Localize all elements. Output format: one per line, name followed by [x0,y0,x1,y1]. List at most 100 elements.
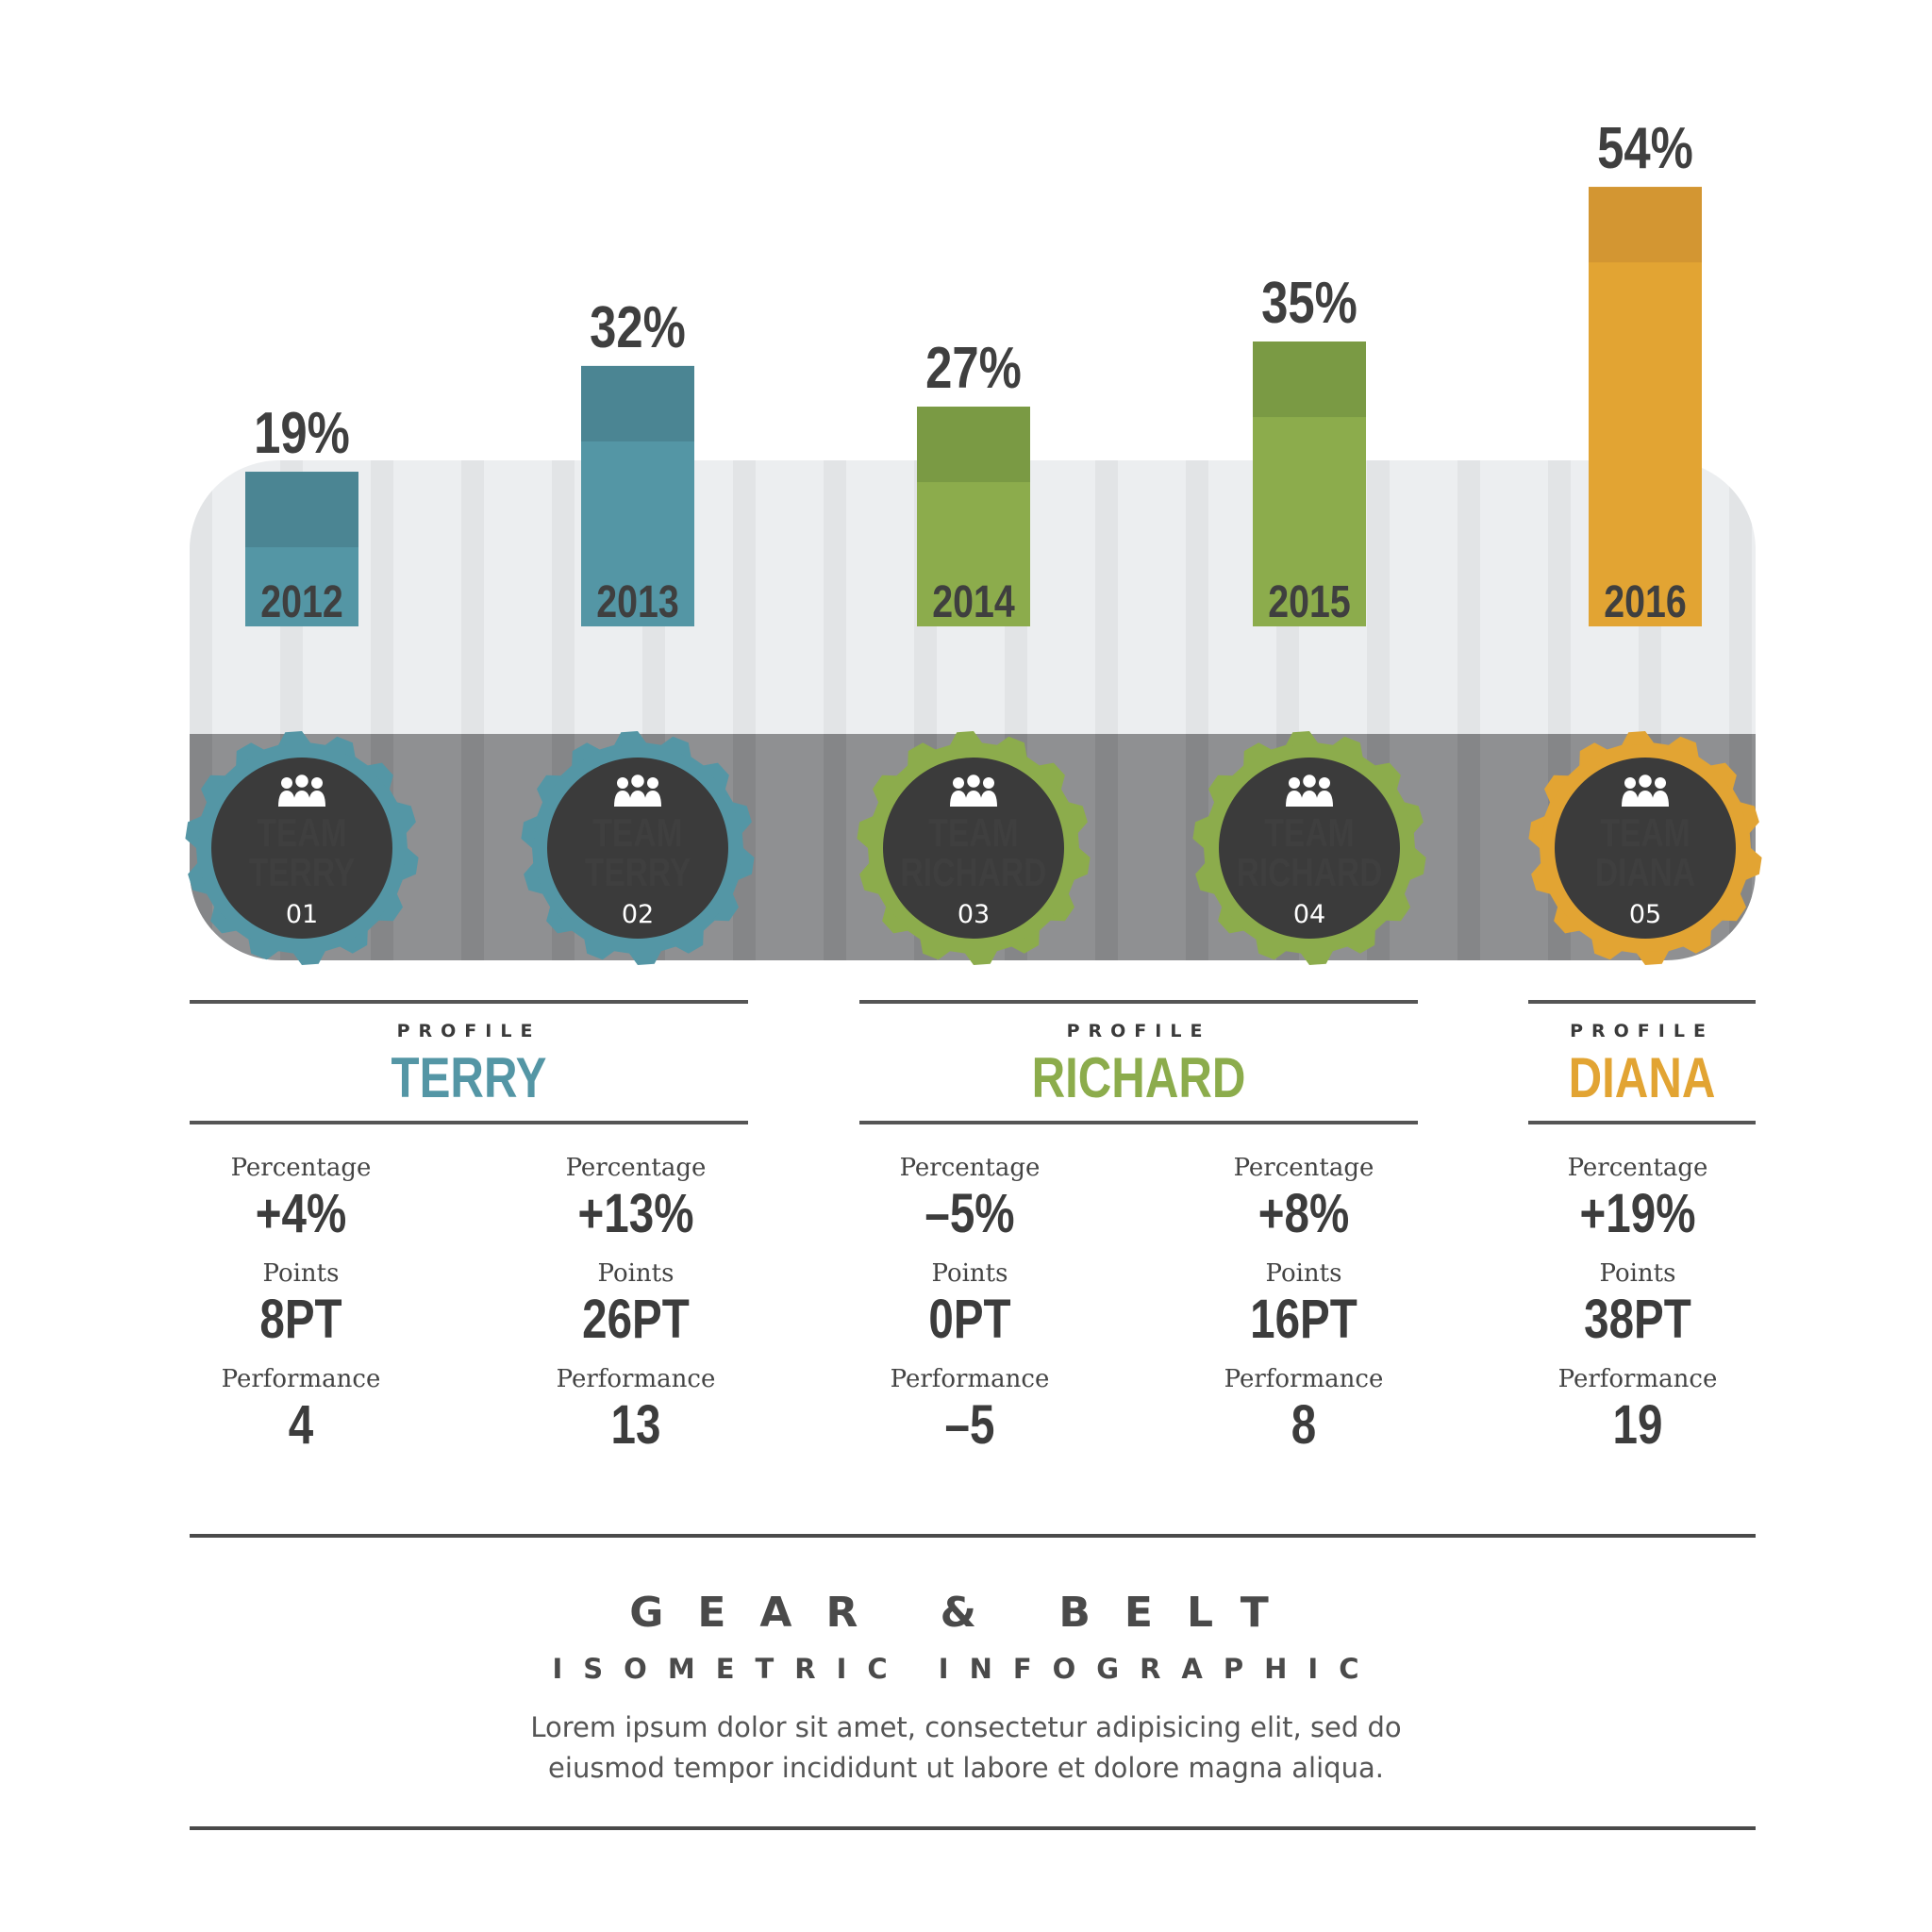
divider-top [190,1534,1756,1538]
gear-label-line1: TEAM [592,812,682,856]
bar-year-label: 2014 [932,576,1015,627]
profile-richard: PROFILE RICHARD [859,1000,1418,1124]
belt-stripe [552,460,575,734]
stats-column: Percentage +13% Points 26PT Performance … [513,1153,758,1470]
points-value: 0PT [928,1289,1011,1350]
bar-cap [245,472,358,548]
points-label: Points [1265,1259,1342,1288]
percentage-value: +4% [255,1183,347,1244]
points-value: 26PT [582,1289,690,1350]
belt-stripe [1729,460,1752,734]
bar-cap [1253,341,1366,418]
gear-number: 02 [622,900,654,929]
stats-column: Percentage +4% Points 8PT Performance 4 [178,1153,424,1470]
gear-label-line1: TEAM [257,812,346,856]
belt-stripe [1367,460,1390,734]
profile-name: TERRY [391,1046,547,1109]
gear-label-line2: TERRY [585,852,691,895]
belt-stripe [824,734,846,960]
points-value: 16PT [1250,1289,1357,1350]
footer-subtitle: ISOMETRIC INFOGRAPHIC [552,1653,1380,1685]
points-label: Points [262,1259,340,1288]
gear-label-line2: DIANA [1595,852,1695,895]
belt-stripe [371,460,393,734]
profile-diana: PROFILE DIANA [1528,1000,1756,1124]
gear-label-line1: TEAM [928,812,1018,856]
gear-number: 01 [286,900,318,929]
percentage-value: +8% [1257,1183,1350,1244]
stats-column: Percentage +19% Points 38PT Performance … [1515,1153,1760,1470]
gear-hub [1555,758,1736,939]
gear-label-line2: TERRY [249,852,356,895]
gear-hub [883,758,1064,939]
bars: 2012 19% 2013 32% 2014 27% 2015 35% 2016 54% [245,116,1702,627]
bar-cap [917,407,1030,483]
points-label: Points [931,1259,1008,1288]
gear-label-line1: TEAM [1600,812,1690,856]
belt-stripe [1457,460,1480,734]
bar-year-label: 2012 [260,576,343,627]
gear-number: 04 [1293,900,1325,929]
team-people-icon [278,774,325,807]
percentage-value: +13% [577,1183,694,1244]
performance-value: 13 [610,1394,661,1456]
gear-hub [211,758,392,939]
bar-value-label: 35% [1261,271,1357,336]
gear-hub [547,758,728,939]
bar-value-label: 54% [1597,116,1693,181]
profile-name: RICHARD [1031,1046,1246,1109]
bar-value-label: 27% [925,336,1022,401]
stats-column: Percentage +8% Points 16PT Performance 8 [1181,1153,1426,1470]
divider-bottom [190,1826,1756,1830]
profile-name: DIANA [1568,1046,1716,1109]
points-value: 8PT [259,1289,342,1350]
bar-cap [581,365,694,441]
performance-value: 8 [1291,1394,1317,1456]
performance-value: 4 [288,1394,314,1456]
performance-value: –5 [944,1394,995,1456]
team-people-icon [950,774,997,807]
points-value: 38PT [1584,1289,1691,1350]
footer-title: GEAR & BELT [629,1589,1303,1637]
belt-stripe [733,460,756,734]
stats-column: Percentage –5% Points 0PT Performance –5 [847,1153,1092,1470]
gear-label-line1: TEAM [1264,812,1354,856]
bar-2016: 2016 54% [1589,116,1702,627]
points-label: Points [1599,1259,1676,1288]
footer-body: Lorem ipsum dolor sit amet, consectetur … [0,1707,1932,1789]
performance-label: Performance [1224,1365,1384,1393]
bar-2013: 2013 32% [581,295,694,627]
bar-year-label: 2016 [1604,576,1687,627]
profile-kicker: PROFILE [396,1021,541,1041]
points-label: Points [597,1259,675,1288]
profile-terry: PROFILE TERRY [190,1000,748,1124]
belt-stripe [190,460,212,734]
gear-label-line2: RICHARD [1237,852,1383,895]
belt-stripe [824,460,846,734]
team-people-icon [1622,774,1669,807]
performance-label: Performance [556,1365,716,1393]
percentage-value: –5% [924,1183,1015,1244]
profile-kicker: PROFILE [1570,1021,1714,1041]
percentage-value: +19% [1579,1183,1696,1244]
belt-stripe [1186,460,1208,734]
gear-label-line2: RICHARD [901,852,1047,895]
gear-hub [1219,758,1400,939]
belt-stripe [461,734,484,960]
gear-number: 05 [1629,900,1661,929]
bar-cap [1589,187,1702,263]
bar-value-label: 32% [590,295,686,360]
percentage-label: Percentage [1567,1154,1708,1182]
belt-stripe [1095,734,1118,960]
gear-number: 03 [958,900,990,929]
bar-2012: 2012 19% [245,401,358,627]
team-people-icon [1286,774,1333,807]
bar-year-label: 2015 [1268,576,1351,627]
performance-label: Performance [221,1365,381,1393]
profile-kicker: PROFILE [1066,1021,1211,1041]
